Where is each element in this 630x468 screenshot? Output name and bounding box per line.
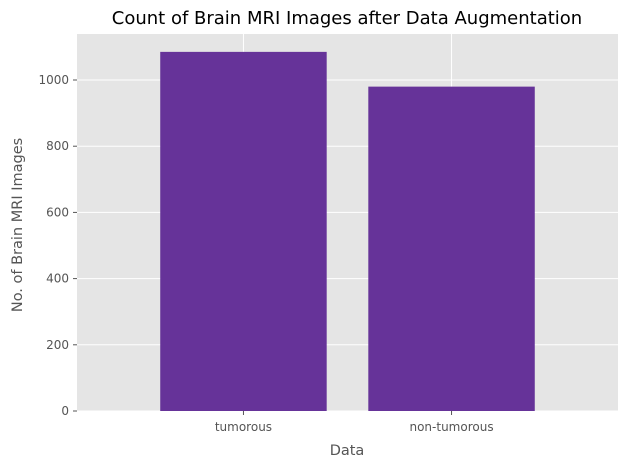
y-axis-label: No. of Brain MRI Images — [10, 138, 26, 312]
x-axis-ticks: tumorous non-tumorous — [215, 411, 494, 434]
y-tick-label: 600 — [46, 205, 69, 219]
y-tick-label: 0 — [61, 404, 69, 418]
y-tick-label: 1000 — [38, 73, 69, 87]
bars — [160, 51, 535, 412]
bar-non-tumorous — [368, 86, 535, 411]
x-axis-label: Data — [330, 443, 365, 459]
chart-title: Count of Brain MRI Images after Data Aug… — [112, 8, 582, 29]
y-tick-label: 400 — [46, 272, 69, 286]
y-tick-label: 200 — [46, 338, 69, 352]
y-tick-label: 800 — [46, 139, 69, 153]
plot-area — [77, 34, 618, 411]
y-axis-ticks: 0 200 400 600 800 1000 — [38, 73, 77, 418]
x-tick-label-non-tumorous: non-tumorous — [409, 420, 493, 434]
x-tick-label-tumorous: tumorous — [215, 420, 272, 434]
bar-tumorous — [160, 51, 327, 412]
